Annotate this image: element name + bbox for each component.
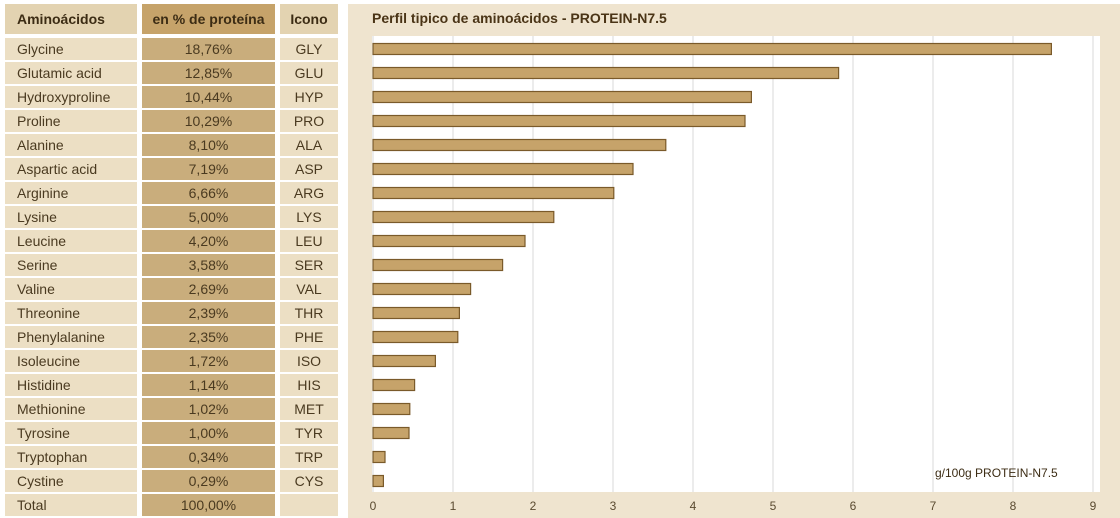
- row-code: PHE: [280, 326, 338, 348]
- row-name: Aspartic acid: [5, 158, 137, 180]
- total-code: [280, 494, 338, 516]
- row-code: PRO: [280, 110, 338, 132]
- bar-asp: [372, 162, 634, 176]
- amino-acid-table: Aminoácidos en % de proteína Icono Glyci…: [0, 0, 342, 518]
- bar-ala: [372, 138, 667, 152]
- row-percent: 10,29%: [142, 110, 275, 132]
- row-code: TYR: [280, 422, 338, 444]
- row-percent: 1,00%: [142, 422, 275, 444]
- bar-his: [372, 378, 416, 392]
- row-code: VAL: [280, 278, 338, 300]
- row-code: ISO: [280, 350, 338, 372]
- row-percent: 7,19%: [142, 158, 275, 180]
- bar-hyp: [372, 90, 752, 104]
- bar-tyr: [372, 426, 410, 440]
- row-percent: 10,44%: [142, 86, 275, 108]
- row-percent: 3,58%: [142, 254, 275, 276]
- total-percent: 100,00%: [142, 494, 275, 516]
- row-name: Arginine: [5, 182, 137, 204]
- row-percent: 1,02%: [142, 398, 275, 420]
- x-tick-label: 4: [690, 499, 697, 513]
- row-name: Serine: [5, 254, 137, 276]
- bar-leu: [372, 234, 526, 248]
- row-name: Glycine: [5, 38, 137, 60]
- row-name: Threonine: [5, 302, 137, 324]
- row-percent: 6,66%: [142, 182, 275, 204]
- row-code: HIS: [280, 374, 338, 396]
- bar-met: [372, 402, 411, 416]
- row-percent: 1,72%: [142, 350, 275, 372]
- header-amino-acids: Aminoácidos: [5, 4, 137, 34]
- row-percent: 18,76%: [142, 38, 275, 60]
- total-label: Total: [5, 494, 137, 516]
- row-code: GLY: [280, 38, 338, 60]
- row-code: TRP: [280, 446, 338, 468]
- unit-label: g/100g PROTEIN-N7.5: [935, 466, 1058, 480]
- row-percent: 2,35%: [142, 326, 275, 348]
- row-code: ALA: [280, 134, 338, 156]
- x-tick-label: 9: [1090, 499, 1097, 513]
- bar-pro: [372, 114, 746, 128]
- bar-thr: [372, 306, 461, 320]
- header-icon-code: Icono: [280, 4, 338, 34]
- row-percent: 5,00%: [142, 206, 275, 228]
- row-name: Methionine: [5, 398, 137, 420]
- row-code: CYS: [280, 470, 338, 492]
- row-name: Proline: [5, 110, 137, 132]
- x-tick-label: 2: [530, 499, 537, 513]
- row-percent: 1,14%: [142, 374, 275, 396]
- row-percent: 2,69%: [142, 278, 275, 300]
- row-percent: 2,39%: [142, 302, 275, 324]
- row-code: GLU: [280, 62, 338, 84]
- row-code: SER: [280, 254, 338, 276]
- row-name: Tyrosine: [5, 422, 137, 444]
- row-name: Phenylalanine: [5, 326, 137, 348]
- row-name: Cystine: [5, 470, 137, 492]
- x-tick-label: 7: [930, 499, 937, 513]
- row-percent: 0,34%: [142, 446, 275, 468]
- chart-title: Perfil tipico de aminoácidos - PROTEIN-N…: [372, 10, 667, 26]
- row-code: HYP: [280, 86, 338, 108]
- x-tick-label: 8: [1010, 499, 1017, 513]
- x-tick-label: 1: [450, 499, 457, 513]
- bar-iso: [372, 354, 437, 368]
- bar-arg: [372, 186, 615, 200]
- row-percent: 12,85%: [142, 62, 275, 84]
- row-name: Glutamic acid: [5, 62, 137, 84]
- bar-glu: [372, 66, 840, 80]
- row-code: THR: [280, 302, 338, 324]
- row-code: ASP: [280, 158, 338, 180]
- x-tick-label: 0: [370, 499, 377, 513]
- x-tick-label: 3: [610, 499, 617, 513]
- row-code: MET: [280, 398, 338, 420]
- row-name: Leucine: [5, 230, 137, 252]
- bar-phe: [372, 330, 459, 344]
- row-name: Lysine: [5, 206, 137, 228]
- x-tick-label: 5: [770, 499, 777, 513]
- bar-cys: [372, 474, 384, 488]
- row-name: Tryptophan: [5, 446, 137, 468]
- bar-ser: [372, 258, 504, 272]
- row-code: ARG: [280, 182, 338, 204]
- row-name: Valine: [5, 278, 137, 300]
- bar-lys: [372, 210, 555, 224]
- bar-gly: [372, 42, 1053, 56]
- row-name: Histidine: [5, 374, 137, 396]
- bar-val: [372, 282, 472, 296]
- row-code: LYS: [280, 206, 338, 228]
- row-percent: 4,20%: [142, 230, 275, 252]
- header-protein-percent: en % de proteína: [142, 4, 275, 34]
- row-name: Hydroxyproline: [5, 86, 137, 108]
- bar-trp: [372, 450, 386, 464]
- x-tick-label: 6: [850, 499, 857, 513]
- row-percent: 8,10%: [142, 134, 275, 156]
- row-percent: 0,29%: [142, 470, 275, 492]
- row-name: Alanine: [5, 134, 137, 156]
- row-name: Isoleucine: [5, 350, 137, 372]
- row-code: LEU: [280, 230, 338, 252]
